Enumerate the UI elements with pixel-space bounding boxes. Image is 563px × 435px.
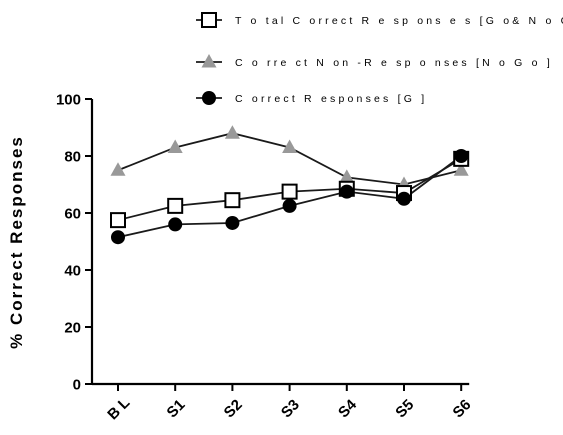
x-tick-label: S2 xyxy=(221,396,246,421)
y-tick-label: 0 xyxy=(73,377,81,394)
correct-nonresponses-legend-marker xyxy=(201,54,217,68)
correct-responses-point xyxy=(454,149,469,163)
correct-responses-point xyxy=(282,198,297,213)
correct-nonresponses-point xyxy=(110,162,126,176)
correct-responses-legend-marker xyxy=(202,91,216,105)
correct-nonresponses-legend-label: C o rre ct N on -R e sp o nses [N o G o … xyxy=(235,57,553,69)
total-correct-point xyxy=(224,192,241,209)
correct-nonresponses-point xyxy=(167,139,183,153)
correct-responses-point xyxy=(168,217,183,232)
y-tick-label: 60 xyxy=(64,206,81,223)
x-tick-label: B L xyxy=(104,394,133,423)
total-correct-point xyxy=(281,183,298,200)
series-markers xyxy=(110,125,470,245)
total-correct-legend-label: T o tal C orrect R e sp ons e s [G o& N … xyxy=(235,15,563,27)
y-tick-label: 80 xyxy=(64,149,81,166)
total-correct-point xyxy=(110,212,126,229)
legend: T o tal C orrect R e sp ons e s [G o& N … xyxy=(196,12,563,105)
x-tick-label: S3 xyxy=(278,396,303,421)
x-tick-label: S1 xyxy=(164,396,189,421)
x-tick-label: S6 xyxy=(450,396,475,421)
correct-nonresponses-point xyxy=(453,162,469,176)
correct-responses-point xyxy=(397,191,411,206)
y-tick-label: 20 xyxy=(64,320,81,337)
correct-nonresponses-point xyxy=(224,125,240,139)
correct-nonresponses-point xyxy=(282,139,298,153)
y-axis-title: % Correct Responses xyxy=(7,135,26,349)
y-tick-label: 40 xyxy=(64,263,81,280)
correct-responses-point xyxy=(111,230,125,245)
y-tick-label: 100 xyxy=(56,92,81,109)
total-correct-legend-marker xyxy=(201,12,217,28)
correct-nonresponses-point xyxy=(339,169,355,183)
correct-responses-point xyxy=(339,184,354,199)
x-tick-label: S4 xyxy=(335,396,360,421)
total-correct-point xyxy=(167,197,184,214)
correct-responses-legend-label: C orrect R esponses [G ] xyxy=(235,93,427,105)
correct-responses-point xyxy=(225,215,240,230)
x-tick-label: S5 xyxy=(392,396,417,421)
